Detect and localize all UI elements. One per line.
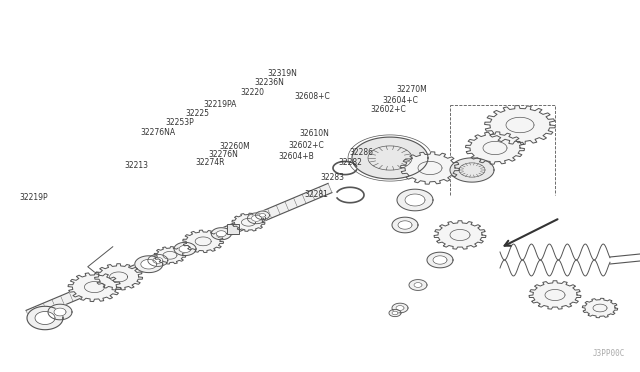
- Polygon shape: [27, 306, 63, 330]
- Text: 32274R: 32274R: [195, 158, 225, 167]
- Text: 32610N: 32610N: [300, 129, 330, 138]
- Polygon shape: [582, 298, 618, 318]
- Polygon shape: [216, 231, 227, 237]
- Polygon shape: [153, 257, 163, 263]
- Text: 32281: 32281: [304, 190, 328, 199]
- Text: 32270M: 32270M: [397, 85, 428, 94]
- Text: 32260M: 32260M: [220, 142, 250, 151]
- Polygon shape: [255, 211, 269, 219]
- Text: 32236N: 32236N: [254, 78, 284, 87]
- Polygon shape: [95, 264, 143, 290]
- Text: 32276N: 32276N: [208, 150, 238, 159]
- Text: 32604+C: 32604+C: [383, 96, 419, 105]
- Polygon shape: [141, 259, 157, 269]
- Polygon shape: [389, 310, 401, 317]
- Text: 32225: 32225: [186, 109, 210, 118]
- Text: 32608+C: 32608+C: [294, 92, 330, 101]
- Polygon shape: [414, 283, 422, 288]
- Polygon shape: [397, 189, 433, 211]
- Polygon shape: [392, 303, 408, 313]
- Polygon shape: [434, 221, 486, 249]
- Text: 32319N: 32319N: [268, 69, 298, 78]
- Text: 32253P: 32253P: [165, 118, 194, 127]
- Polygon shape: [135, 256, 163, 273]
- Text: 32282: 32282: [338, 158, 362, 167]
- Polygon shape: [401, 152, 460, 184]
- Polygon shape: [529, 281, 581, 309]
- Text: 32220: 32220: [240, 88, 264, 97]
- Polygon shape: [179, 246, 191, 253]
- Polygon shape: [174, 243, 196, 256]
- Polygon shape: [35, 311, 55, 324]
- Text: 32602+C: 32602+C: [370, 105, 406, 114]
- Polygon shape: [154, 247, 186, 264]
- Polygon shape: [398, 221, 412, 229]
- Polygon shape: [68, 273, 121, 302]
- Polygon shape: [484, 106, 556, 144]
- Polygon shape: [352, 137, 428, 179]
- Polygon shape: [392, 311, 398, 315]
- Polygon shape: [396, 306, 404, 310]
- Polygon shape: [211, 228, 231, 240]
- Polygon shape: [427, 252, 453, 268]
- Text: 32219PA: 32219PA: [204, 100, 237, 109]
- Polygon shape: [392, 217, 418, 233]
- Polygon shape: [248, 213, 266, 224]
- Bar: [227, 224, 239, 234]
- Polygon shape: [433, 256, 447, 264]
- Polygon shape: [405, 194, 425, 206]
- Polygon shape: [465, 132, 525, 164]
- Polygon shape: [48, 304, 72, 320]
- Polygon shape: [232, 213, 265, 231]
- Text: 32219P: 32219P: [19, 193, 48, 202]
- Polygon shape: [252, 215, 262, 221]
- Polygon shape: [183, 230, 223, 253]
- Text: 32286: 32286: [349, 148, 374, 157]
- Polygon shape: [148, 254, 168, 266]
- Text: 32276NA: 32276NA: [141, 128, 176, 137]
- Text: 32602+C: 32602+C: [288, 141, 324, 150]
- Polygon shape: [54, 308, 66, 316]
- Text: 32604+B: 32604+B: [278, 152, 314, 161]
- Polygon shape: [409, 280, 427, 291]
- Text: J3PP00C: J3PP00C: [593, 349, 625, 358]
- Text: 32213: 32213: [125, 161, 149, 170]
- Polygon shape: [450, 158, 494, 182]
- Polygon shape: [26, 183, 332, 320]
- Polygon shape: [259, 214, 266, 217]
- Text: 32283: 32283: [320, 173, 344, 182]
